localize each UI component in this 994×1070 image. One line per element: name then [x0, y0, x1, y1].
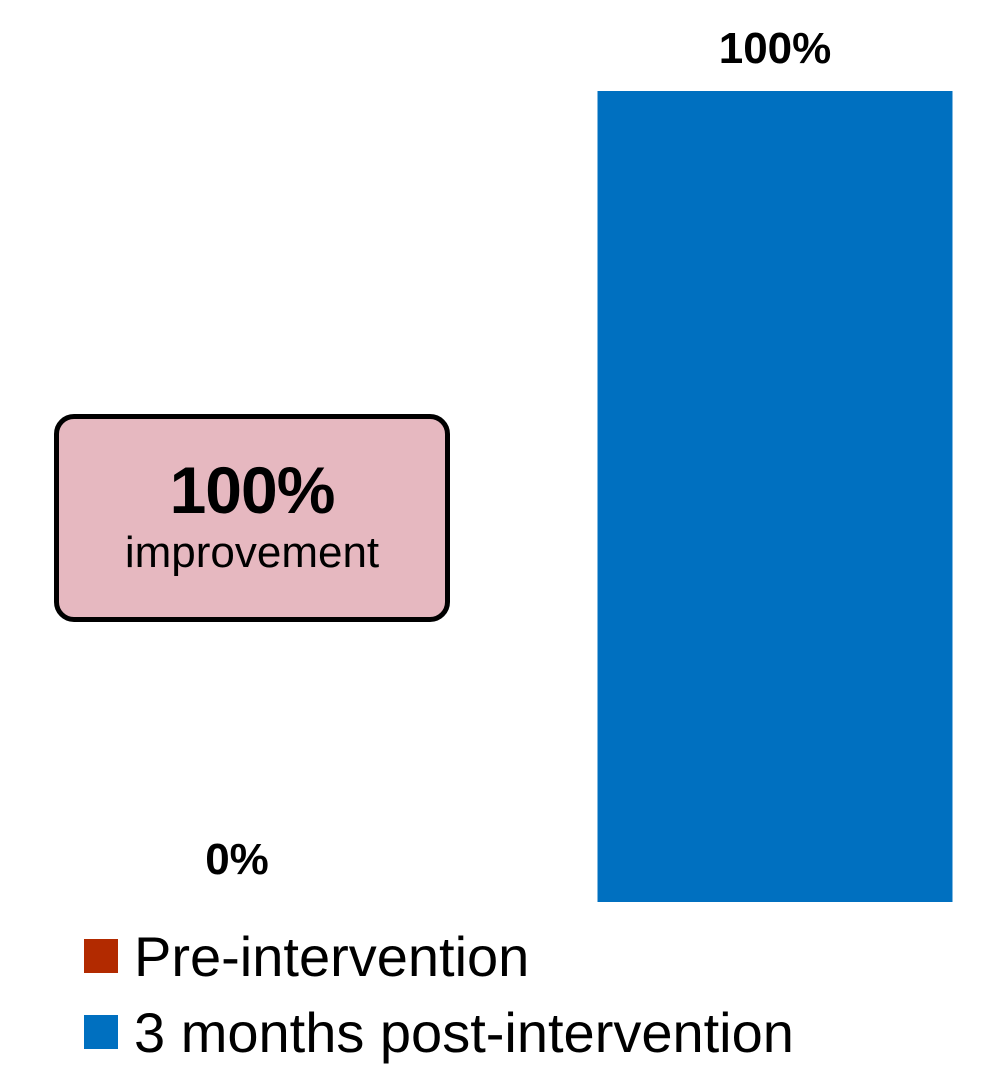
bar-post-intervention [597, 91, 953, 902]
legend-swatch-pre-intervention [84, 939, 118, 973]
legend-label-pre-intervention: Pre-intervention [134, 924, 530, 988]
data-label-post-intervention: 100% [719, 24, 832, 73]
legend: Pre-intervention 3 months post-intervent… [84, 918, 794, 1070]
callout-text: improvement [124, 528, 380, 578]
callout-value: 100% [169, 452, 336, 527]
legend-item-post-intervention: 3 months post-intervention [84, 994, 794, 1070]
legend-label-post-intervention: 3 months post-intervention [134, 1000, 794, 1064]
bar-chart: 0% 100% [205, 24, 953, 902]
legend-swatch-post-intervention [84, 1015, 118, 1049]
improvement-callout: 100% improvement [54, 414, 450, 622]
data-label-pre-intervention: 0% [205, 835, 269, 884]
legend-item-pre-intervention: Pre-intervention [84, 918, 794, 994]
